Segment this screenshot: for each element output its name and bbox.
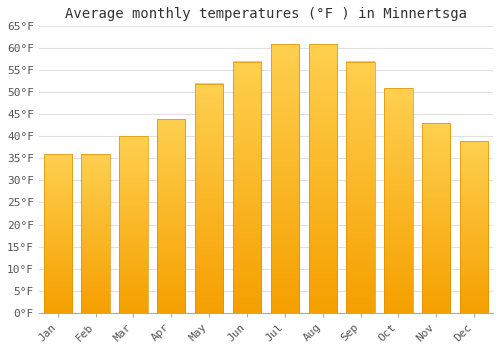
Bar [308,44,337,313]
Bar [422,123,450,313]
Title: Average monthly temperatures (°F ) in Minnertsga: Average monthly temperatures (°F ) in Mi… [65,7,467,21]
Bar [157,119,186,313]
Bar [44,154,72,313]
Bar [270,44,299,313]
Bar [460,141,488,313]
Bar [195,84,224,313]
Bar [119,136,148,313]
Bar [384,88,412,313]
Bar [346,62,375,313]
Bar [233,62,261,313]
Bar [82,154,110,313]
